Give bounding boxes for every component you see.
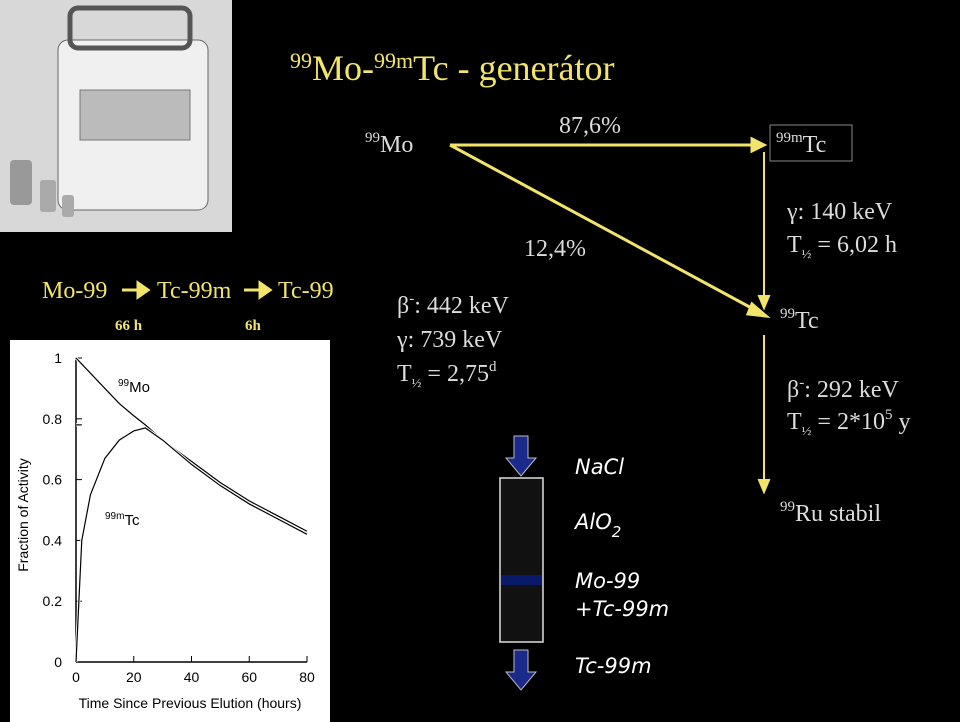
element: Tc [803,132,827,158]
subscript: ½ [802,423,812,438]
nuclide: 99Tc [780,306,819,334]
beta: β-: 292 keV [787,375,900,403]
symbol: β [787,377,799,403]
element: Mo [129,379,150,396]
nuclide: 99Mo [365,130,413,158]
value: = 6,02 h [811,232,897,258]
decay-branches [449,136,771,319]
mass-number: 99 [780,499,795,515]
element: Tc [795,308,819,334]
energy: : 442 keV [414,293,509,319]
nuclide: 99Ru stabil [780,499,881,527]
title: 99Mo-99mTc - generátor [290,48,614,88]
charge: - [409,291,414,307]
branch-ratio: 87,6% [559,113,621,139]
curve-label: 99mTc [105,511,140,529]
column-diagram [499,435,544,691]
exponent: 5 [885,407,893,423]
decay-arrows [757,152,771,495]
activity-graph: Time Since Previous Elution (hours) Frac… [10,340,330,722]
x-tick-label: 80 [299,669,315,685]
symbol: T [787,232,802,258]
unit: d [489,359,497,375]
element: Mo [380,132,413,158]
mass-number: 99m [105,511,124,522]
subscript: ½ [412,375,422,390]
nuclide-box [769,124,853,162]
subscript: ½ [802,246,812,261]
y-tick-label: 0.6 [43,472,63,488]
y-tick-label: 0 [54,654,62,670]
branch-ratio: 12,4% [524,236,586,262]
chain-arrows [122,280,273,300]
generator-photo [0,0,232,232]
y-tick-label: 0.8 [43,411,63,427]
mass-number: 99m [776,130,803,146]
parent-beta: β-: 442 keV [397,291,510,319]
subscript: 2 [612,523,622,541]
eluate: Tc-99m [575,654,652,678]
symbol: T [397,361,412,387]
mass-number: 99m [374,48,413,73]
y-tick-label: 0.2 [43,593,63,609]
y-axis-label: Fraction of Activity [15,458,31,572]
parent-gamma: γ: 739 keV [396,327,503,353]
half-life: 6h [245,318,262,334]
activity-curve-outline [75,357,308,532]
symbol: β [397,293,409,319]
y-tick-label: 1 [54,350,62,366]
energy: : 292 keV [804,377,899,403]
nuclide: Mo-99 [42,278,107,304]
x-tick-label: 20 [126,669,142,685]
mass-number: 99 [365,130,380,146]
load: Mo-99 [575,569,640,593]
mass-number: 99 [290,48,312,73]
value: = 2*10 [811,409,885,435]
element: Tc [124,512,140,529]
load: +Tc-99m [575,597,669,621]
mass-number: 99 [118,378,130,389]
eluent: NaCl [575,455,624,479]
half-life: 66 h [115,318,143,334]
x-tick-label: 60 [241,669,257,685]
parent-half-life: T½ = 2,75d [397,359,497,390]
charge: - [799,375,804,391]
activity-curve-outline [75,427,308,663]
x-axis-label: Time Since Previous Elution (hours) [79,695,302,711]
nuclide: Tc-99 [278,278,334,304]
value: = 2,75 [421,361,489,387]
title-part: Tc - generátor [413,48,614,88]
unit: y [892,409,910,435]
half-life: T½ = 2*105 y [787,407,910,438]
y-tick-label: 0.4 [43,532,63,548]
nuclide: Tc-99m [157,278,232,304]
x-tick-label: 40 [184,669,200,685]
title-part: Mo- [312,48,374,88]
nuclide: 99mTc [776,130,826,158]
symbol: T [787,409,802,435]
mass-number: 99 [780,306,795,322]
formula: AlO [573,510,612,534]
graph-background [10,340,330,722]
x-tick-label: 0 [72,669,80,685]
curve-label: 99Mo [118,378,150,396]
half-life: T½ = 6,02 h [787,232,897,261]
gamma: γ: 140 keV [786,199,893,225]
sorbent: AlO2 [573,510,621,541]
element: Ru stabil [795,501,881,527]
